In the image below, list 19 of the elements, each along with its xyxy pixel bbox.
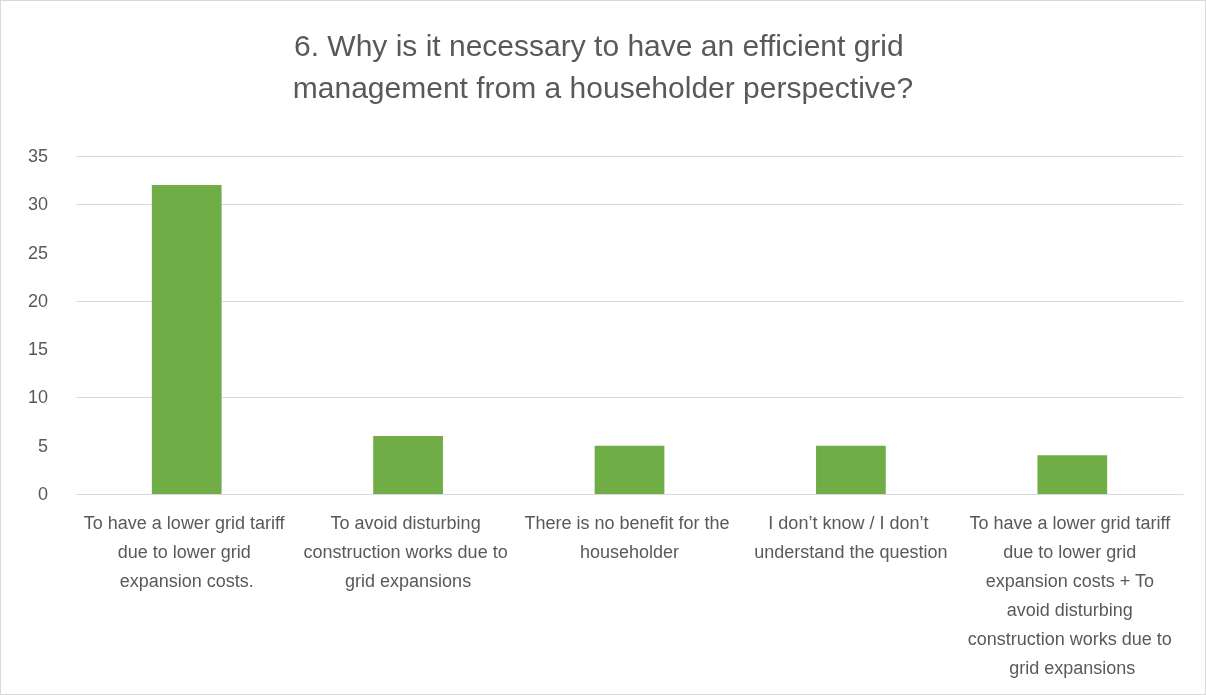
x-tick-label: To avoid disturbing construction works due to grid expansions [303, 512, 513, 591]
x-tick-label: To have a lower grid tariff due to lower grid expansion costs. [83, 512, 290, 591]
bar [594, 445, 665, 494]
y-tick-label: 20 [27, 290, 48, 311]
y-tick-label: 5 [37, 435, 48, 456]
y-tick-label: 10 [27, 387, 48, 408]
x-tick-label: To have a lower grid tariff due to lower grid expansion costs + To avoid disturbing construction works due to grid expansions [967, 512, 1177, 678]
bar [1037, 455, 1108, 494]
bar [816, 445, 886, 494]
chart-title: 6. Why is it necessary to have an efficient grid management from a householder perspective? [292, 28, 914, 104]
y-tick-label: 15 [27, 339, 48, 360]
x-tick-label: I don’t know / I don’t understand the question [754, 512, 948, 562]
bar [151, 184, 222, 494]
bar [373, 436, 443, 494]
x-tick-label: There is no benefit for the householder [524, 512, 735, 562]
y-tick-label: 35 [27, 146, 48, 166]
y-tick-label: 25 [27, 242, 48, 263]
y-tick-label: 0 [37, 484, 48, 504]
y-tick-label: 30 [27, 194, 48, 215]
